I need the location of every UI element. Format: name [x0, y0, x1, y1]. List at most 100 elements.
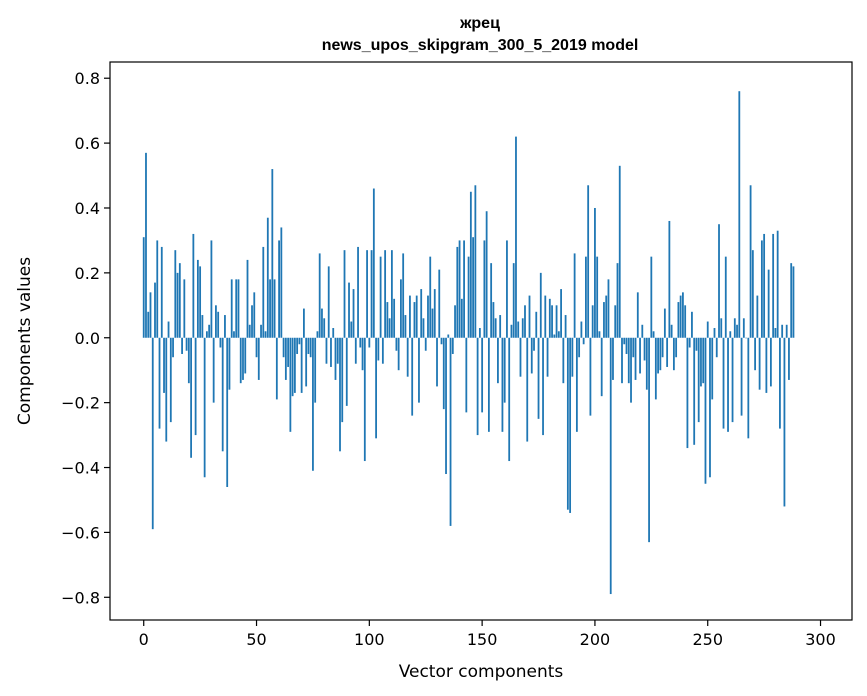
bar-32 — [215, 305, 217, 338]
bar-179 — [546, 337, 549, 377]
bar-100 — [368, 337, 371, 348]
bar-256 — [720, 318, 723, 338]
bar-117 — [406, 337, 409, 377]
bar-231 — [663, 308, 666, 338]
bar-241 — [686, 337, 689, 449]
bar-164 — [512, 263, 515, 338]
bar-37 — [226, 337, 229, 487]
y-axis-label: Components values — [15, 257, 35, 425]
bar-63 — [284, 337, 287, 380]
bar-86 — [336, 337, 339, 364]
bar-279 — [772, 233, 775, 338]
x-tick-label: 100 — [354, 630, 385, 649]
bar-176 — [539, 272, 542, 338]
bar-28 — [205, 331, 208, 338]
bar-109 — [388, 318, 391, 338]
bar-205 — [605, 295, 608, 338]
bar-35 — [221, 337, 224, 452]
bar-247 — [700, 337, 702, 387]
y-axis-ticks: −0.8 −0.6 −0.4 −0.2 0.0 0.2 0.4 0.6 0.8 — [61, 69, 110, 607]
bar-70 — [300, 337, 303, 393]
bar-152 — [485, 211, 488, 338]
bar-43 — [239, 337, 242, 384]
bar-242 — [688, 337, 691, 348]
bar-49 — [253, 292, 256, 338]
bar-142 — [463, 240, 465, 338]
bar-20 — [187, 337, 190, 384]
bar-48 — [251, 305, 253, 338]
bar-124 — [422, 318, 425, 338]
x-tick-label: 50 — [246, 630, 266, 649]
bar-11 — [167, 321, 170, 338]
bar-92 — [350, 321, 353, 338]
x-tick-label: 300 — [805, 630, 836, 649]
bar-91 — [348, 282, 350, 338]
x-tick-label: 0 — [139, 630, 149, 649]
bar-21 — [190, 337, 192, 458]
bar-153 — [487, 337, 490, 432]
bar-222 — [643, 337, 646, 361]
bar-77 — [316, 331, 319, 338]
bar-208 — [612, 337, 614, 380]
bar-165 — [515, 136, 517, 338]
chart-subtitle: news_upos_skipgram_300_5_2019 model — [322, 37, 639, 54]
bar-166 — [517, 321, 520, 338]
bar-201 — [596, 256, 599, 338]
bar-51 — [257, 337, 260, 380]
bar-15 — [176, 272, 179, 338]
bar-245 — [695, 337, 698, 351]
bar-82 — [327, 266, 330, 338]
bar-149 — [478, 328, 481, 338]
bar-180 — [548, 298, 551, 338]
bar-148 — [476, 337, 479, 436]
y-tick-label: −0.8 — [61, 588, 100, 607]
bar-204 — [603, 302, 605, 338]
bar-229 — [659, 337, 662, 371]
bar-67 — [293, 337, 296, 393]
bar-184 — [557, 331, 560, 338]
bar-93 — [352, 289, 355, 338]
bar-193 — [578, 337, 581, 358]
bar-147 — [474, 185, 477, 338]
bar-5 — [154, 282, 156, 338]
bar-258 — [724, 256, 727, 338]
bar-22 — [192, 233, 195, 338]
bar-89 — [343, 250, 346, 338]
bar-270 — [751, 250, 754, 338]
bar-215 — [627, 337, 630, 384]
bar-227 — [654, 337, 657, 400]
bar-173 — [533, 337, 535, 351]
bar-283 — [781, 324, 784, 338]
bar-265 — [740, 337, 743, 416]
bar-191 — [573, 253, 576, 338]
y-tick-label: −0.6 — [61, 523, 100, 542]
bars-group — [142, 91, 795, 595]
bar-71 — [303, 308, 305, 338]
bar-244 — [693, 337, 696, 445]
bar-160 — [503, 337, 506, 403]
bar-118 — [409, 295, 411, 338]
bar-29 — [208, 324, 211, 338]
bar-143 — [465, 337, 468, 413]
bar-251 — [709, 337, 711, 478]
bar-41 — [235, 279, 238, 338]
bar-253 — [713, 328, 716, 338]
bar-102 — [372, 188, 375, 338]
bar-278 — [769, 337, 772, 387]
bar-234 — [670, 324, 673, 338]
bar-277 — [767, 269, 770, 338]
bar-175 — [537, 337, 540, 419]
bar-195 — [582, 337, 585, 345]
bar-0 — [142, 237, 145, 338]
bar-33 — [217, 311, 220, 338]
bar-238 — [679, 295, 682, 338]
bar-200 — [594, 207, 596, 338]
bar-168 — [521, 318, 524, 338]
chart-title: жрец — [459, 15, 500, 32]
bar-218 — [634, 337, 637, 380]
bar-8 — [160, 246, 163, 338]
x-tick-label: 200 — [580, 630, 611, 649]
bar-90 — [345, 337, 348, 406]
bar-25 — [199, 266, 202, 338]
bar-119 — [411, 337, 414, 416]
